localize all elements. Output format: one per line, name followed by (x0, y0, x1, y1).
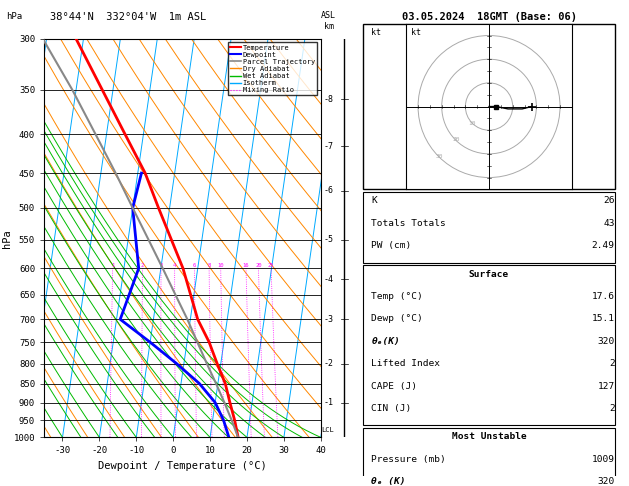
Text: PW (cm): PW (cm) (371, 241, 411, 250)
Bar (364, 24, 615, 190)
Bar (364, 428, 615, 486)
Text: 2: 2 (141, 263, 144, 268)
Text: -5: -5 (324, 235, 333, 244)
Text: Temp (°C): Temp (°C) (371, 292, 423, 301)
Text: -6: -6 (324, 187, 333, 195)
Text: -3: -3 (324, 315, 333, 324)
Text: 30: 30 (436, 154, 443, 159)
Y-axis label: hPa: hPa (2, 229, 12, 247)
Text: 10: 10 (218, 263, 224, 268)
Text: 320: 320 (598, 337, 615, 346)
Text: 6: 6 (193, 263, 196, 268)
Legend: Temperature, Dewpoint, Parcel Trajectory, Dry Adiabat, Wet Adiabat, Isotherm, Mi: Temperature, Dewpoint, Parcel Trajectory… (228, 42, 317, 95)
Text: Dewp (°C): Dewp (°C) (371, 314, 423, 323)
Text: 1: 1 (111, 263, 114, 268)
X-axis label: Dewpoint / Temperature (°C): Dewpoint / Temperature (°C) (98, 461, 267, 471)
Text: 3: 3 (159, 263, 163, 268)
Text: hPa: hPa (6, 12, 23, 21)
Text: CIN (J): CIN (J) (371, 404, 411, 413)
Text: 20: 20 (452, 137, 460, 142)
Text: LCL: LCL (321, 427, 334, 433)
Text: -8: -8 (324, 95, 333, 104)
Text: θₑ (K): θₑ (K) (371, 477, 406, 486)
Text: Totals Totals: Totals Totals (371, 219, 446, 228)
Text: -7: -7 (324, 142, 333, 151)
Text: 17.6: 17.6 (592, 292, 615, 301)
Bar (364, 265, 615, 425)
Text: -1: -1 (324, 398, 333, 407)
Text: ASL: ASL (321, 11, 336, 20)
Text: 4: 4 (173, 263, 176, 268)
Text: -2: -2 (324, 359, 333, 368)
Text: 2: 2 (609, 404, 615, 413)
Text: Pressure (mb): Pressure (mb) (371, 455, 446, 464)
Text: 127: 127 (598, 382, 615, 391)
Text: 1009: 1009 (592, 455, 615, 464)
Text: 8: 8 (208, 263, 211, 268)
Text: 25: 25 (268, 263, 274, 268)
Text: Lifted Index: Lifted Index (371, 359, 440, 368)
Text: 2: 2 (609, 359, 615, 368)
Text: 43: 43 (603, 219, 615, 228)
Bar (364, 191, 615, 262)
Text: -4: -4 (324, 275, 333, 284)
Text: 15.1: 15.1 (592, 314, 615, 323)
Text: 38°44'N  332°04'W  1m ASL: 38°44'N 332°04'W 1m ASL (50, 12, 206, 22)
Text: Most Unstable: Most Unstable (452, 433, 526, 441)
Text: K: K (371, 196, 377, 206)
Text: kt: kt (371, 28, 381, 37)
Text: kt: kt (411, 29, 421, 37)
Text: Surface: Surface (469, 270, 509, 278)
Text: 26: 26 (603, 196, 615, 206)
Text: 10: 10 (469, 121, 476, 125)
Text: 03.05.2024  18GMT (Base: 06): 03.05.2024 18GMT (Base: 06) (401, 12, 577, 22)
Text: 16: 16 (243, 263, 249, 268)
Text: 2.49: 2.49 (592, 241, 615, 250)
Text: 320: 320 (598, 477, 615, 486)
Text: θₑ(K): θₑ(K) (371, 337, 400, 346)
Text: CAPE (J): CAPE (J) (371, 382, 418, 391)
Text: km: km (324, 22, 333, 31)
Text: 20: 20 (255, 263, 262, 268)
